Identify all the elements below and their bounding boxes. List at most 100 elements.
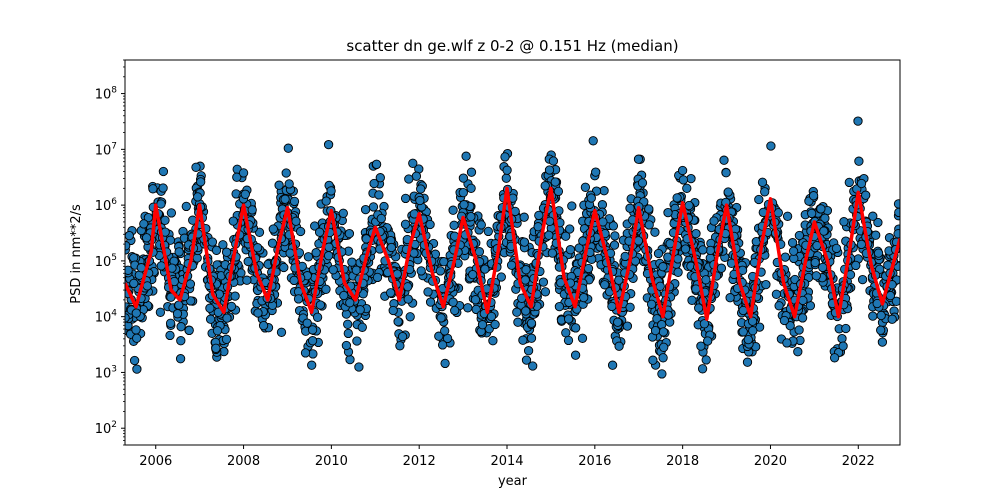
scatter-point (211, 343, 221, 353)
scatter-point (691, 228, 701, 239)
scatter-point (766, 141, 776, 151)
scatter-point (719, 155, 729, 165)
scatter-point (440, 326, 450, 336)
scatter-point (470, 295, 481, 305)
scatter-point (682, 183, 692, 193)
scatter-point (811, 271, 821, 281)
scatter-point (466, 183, 476, 193)
scatter-point (677, 165, 688, 176)
scatter-point (132, 333, 142, 343)
scatter-point (570, 350, 581, 360)
scatter-point (709, 216, 719, 226)
scatter-point (600, 280, 610, 290)
scatter-point (461, 151, 471, 161)
scatter-point (339, 290, 349, 301)
y-axis-label: PSD in nm**2/s (69, 204, 84, 304)
scatter-point (818, 262, 828, 273)
scatter-point (158, 183, 168, 193)
scatter-point (761, 279, 771, 290)
scatter-point (405, 312, 415, 322)
scatter-point (314, 227, 325, 237)
scatter-point (856, 239, 867, 250)
scatter-point (780, 252, 790, 262)
scatter-point (196, 177, 206, 187)
scatter-point (267, 238, 278, 248)
scatter-point (754, 194, 764, 205)
scatter-point (614, 341, 624, 351)
scatter-point (403, 294, 413, 304)
scatter-point (375, 173, 385, 183)
scatter-point (607, 360, 618, 370)
scatter-point (328, 265, 338, 275)
scatter-point (837, 333, 847, 344)
scatter-point (166, 292, 176, 302)
scatter-point (844, 177, 854, 188)
scatter-point (321, 284, 331, 294)
scatter-point (774, 301, 784, 311)
scatter-point (637, 178, 648, 188)
scatter-point (459, 200, 469, 210)
scatter-point (345, 298, 355, 308)
scatter-point (437, 340, 448, 350)
scatter-point (608, 221, 619, 231)
scatter-point (141, 233, 152, 243)
scatter-point (448, 297, 458, 307)
y-tick-label: 107 (95, 141, 117, 158)
scatter-point (820, 213, 830, 223)
scatter-point (607, 301, 617, 312)
scatter-series (125, 116, 900, 379)
scatter-point (466, 211, 476, 222)
scatter-point (174, 300, 184, 310)
scatter-point (156, 261, 166, 271)
scatter-point (563, 335, 574, 346)
scatter-point (369, 178, 379, 189)
scatter-point (579, 292, 589, 303)
scatter-point (435, 266, 446, 276)
scatter-point (893, 199, 900, 209)
scatter-point (295, 226, 306, 237)
x-tick-label: 2014 (490, 454, 523, 469)
scatter-point (276, 327, 287, 337)
scatter-point (760, 187, 770, 197)
scatter-point (466, 167, 477, 177)
x-axis-label: year (498, 474, 528, 489)
scatter-point (794, 325, 804, 335)
scatter-point (347, 257, 357, 267)
scatter-point (625, 203, 635, 213)
plot-frame (124, 59, 901, 446)
scatter-point (723, 187, 733, 197)
scatter-point (463, 303, 473, 313)
scatter-point (321, 196, 331, 206)
scatter-point (565, 245, 576, 255)
scatter-point (644, 220, 654, 230)
scatter-point (794, 230, 805, 241)
scatter-point (303, 252, 314, 262)
scatter-point (289, 275, 299, 286)
scatter-point (620, 251, 630, 262)
scatter-point (450, 305, 460, 316)
scatter-point (253, 308, 263, 318)
scatter-point (580, 182, 591, 192)
scatter-point (819, 226, 829, 236)
scatter-point (488, 336, 498, 346)
scatter-point (176, 322, 186, 332)
scatter-point (132, 364, 142, 374)
scatter-point (477, 320, 488, 330)
scatter-point (673, 254, 683, 264)
scatter-point (782, 338, 792, 348)
scatter-point (548, 156, 559, 166)
scatter-point (868, 311, 878, 321)
scatter-point (311, 248, 321, 258)
scatter-point (672, 193, 682, 203)
scatter-point (625, 302, 635, 312)
scatter-point (513, 317, 523, 327)
scatter-point (174, 247, 184, 257)
scatter-point (577, 333, 588, 343)
scatter-point (609, 240, 620, 250)
scatter-point (512, 307, 522, 317)
scatter-point (873, 248, 884, 258)
scatter-point (221, 334, 232, 344)
scatter-point (240, 189, 250, 199)
scatter-point (436, 313, 446, 323)
